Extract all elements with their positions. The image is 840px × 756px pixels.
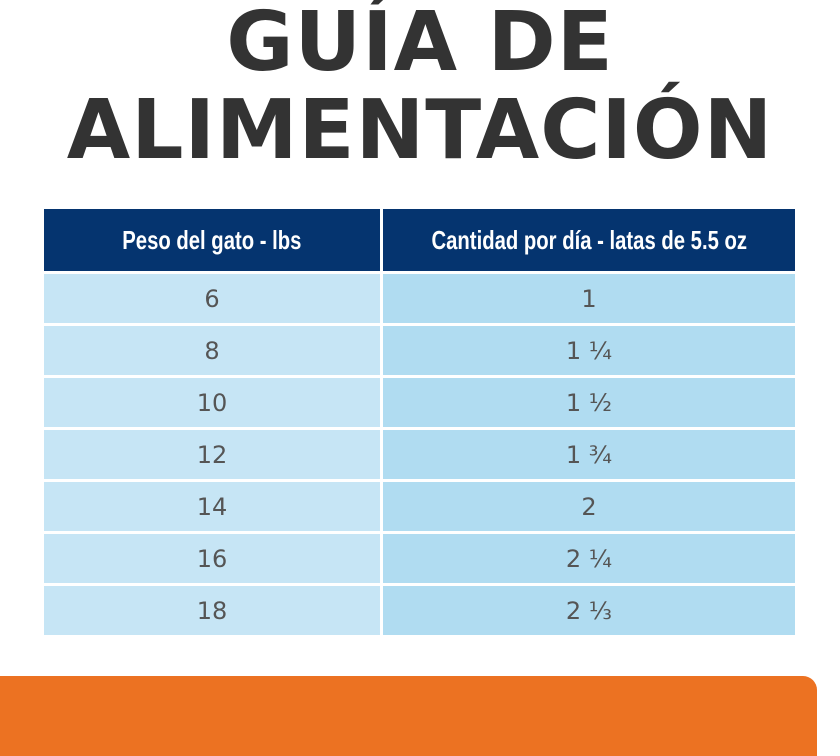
table-row: 8 1 ¼ <box>44 326 795 375</box>
table-row: 6 1 <box>44 274 795 323</box>
table-row: 12 1 ¾ <box>44 430 795 479</box>
feeding-guide-table: Peso del gato - lbs Cantidad por día - l… <box>44 209 795 635</box>
orange-banner <box>0 676 817 756</box>
amount-cell: 2 <box>383 482 795 531</box>
amount-cell: 1 <box>383 274 795 323</box>
table-header: Peso del gato - lbs Cantidad por día - l… <box>44 209 795 271</box>
weight-cell: 8 <box>44 326 380 375</box>
amount-cell: 1 ¾ <box>383 430 795 479</box>
weight-cell: 18 <box>44 586 380 635</box>
weight-cell: 16 <box>44 534 380 583</box>
weight-cell: 10 <box>44 378 380 427</box>
amount-cell: 2 ¼ <box>383 534 795 583</box>
header-cat-weight: Peso del gato - lbs <box>44 209 380 271</box>
page-title-line-2: ALIMENTACIÓN <box>66 83 774 178</box>
weight-cell: 12 <box>44 430 380 479</box>
amount-cell: 1 ¼ <box>383 326 795 375</box>
page-title-line-1: GUÍA DE <box>226 0 614 90</box>
amount-cell: 1 ½ <box>383 378 795 427</box>
header-daily-amount: Cantidad por día - latas de 5.5 oz <box>383 209 795 271</box>
table-row: 16 2 ¼ <box>44 534 795 583</box>
table-row: 10 1 ½ <box>44 378 795 427</box>
amount-cell: 2 ⅓ <box>383 586 795 635</box>
header-label: Peso del gato - lbs <box>122 224 302 255</box>
table-row: 18 2 ⅓ <box>44 586 795 635</box>
weight-cell: 14 <box>44 482 380 531</box>
weight-cell: 6 <box>44 274 380 323</box>
table-row: 14 2 <box>44 482 795 531</box>
header-label: Cantidad por día - latas de 5.5 oz <box>431 224 747 255</box>
